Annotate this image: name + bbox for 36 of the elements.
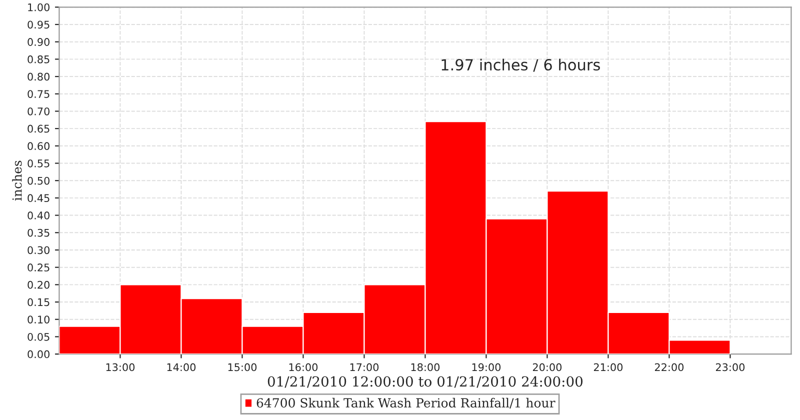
y-tick-label: 0.40	[28, 212, 50, 220]
y-tick-label: 0.20	[28, 280, 50, 289]
y-tick-label: 0.05	[28, 332, 50, 341]
y-tick-label: 0.10	[28, 316, 50, 324]
y-tick-label: 0.90	[28, 38, 50, 46]
y-tick-label: 0.55	[28, 159, 50, 168]
x-tick-label: 19:00	[472, 363, 501, 372]
y-tick-label: 0.70	[28, 107, 50, 116]
x-tick-label: 14:00	[167, 363, 196, 372]
y-tick-label: 0.30	[28, 246, 50, 254]
x-tick-label: 20:00	[532, 363, 562, 372]
y-tick-label: 0.50	[28, 176, 50, 185]
y-tick-label: 0.60	[28, 142, 50, 150]
y-axis-title: inches	[12, 160, 22, 201]
x-tick-label: 16:00	[289, 363, 318, 372]
x-tick-label: 22:00	[654, 363, 684, 372]
y-tick-label: 0.35	[28, 228, 50, 237]
y-tick-label: 0.25	[28, 264, 50, 272]
x-tick-label: 23:00	[716, 363, 745, 372]
x-axis-title: 01/21/2010 12:00:00 to 01/21/2010 24:00:00	[268, 376, 583, 388]
y-tick-label: 0.15	[28, 298, 50, 306]
y-tick-label: 1.00	[28, 3, 50, 12]
x-tick-label: 21:00	[594, 363, 623, 372]
y-tick-label: 0.80	[28, 72, 50, 81]
x-tick-label: 13:00	[106, 363, 135, 372]
legend-label: 64700 Skunk Tank Wash Period Rainfall/1 hour	[256, 398, 556, 409]
y-tick-label: 0.65	[28, 124, 50, 133]
y-tick-label: 0.00	[28, 350, 50, 358]
y-tick-label: 0.45	[28, 194, 50, 202]
annotation: 1.97 inches / 6 hours	[442, 58, 600, 72]
y-tick-label: 0.75	[28, 90, 50, 98]
y-tick-label: 0.85	[28, 55, 50, 64]
y-tick-label: 0.95	[28, 20, 50, 29]
x-tick-label: 18:00	[411, 363, 440, 372]
x-tick-label: 17:00	[350, 363, 379, 372]
x-tick-label: 15:00	[228, 363, 257, 372]
